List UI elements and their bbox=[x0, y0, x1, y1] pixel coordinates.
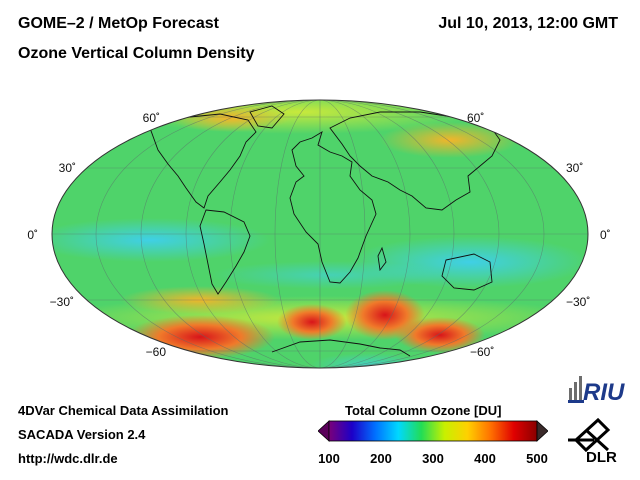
colorbar bbox=[318, 420, 548, 442]
lat-label-left-60: 60˚ bbox=[143, 111, 160, 125]
colorbar-tick-label: 400 bbox=[474, 451, 496, 466]
ozone-field bbox=[52, 100, 588, 368]
europe-africa-coast bbox=[289, 131, 377, 284]
colorbar-right-arrow bbox=[536, 420, 548, 442]
footer-url[interactable]: http://wdc.dlr.de bbox=[18, 451, 118, 466]
riu-logo-text: RIU bbox=[583, 379, 625, 406]
lat-label-right-minus60: −60˚ bbox=[470, 345, 494, 359]
globe-outline bbox=[51, 99, 589, 369]
graticule bbox=[52, 100, 588, 368]
antarctica-coast bbox=[271, 339, 411, 357]
lat-label-left-minus30: −30˚ bbox=[50, 295, 74, 309]
footer-line-1: 4DVar Chemical Data Assimilation bbox=[18, 403, 229, 418]
colorbar-title: Total Column Ozone [DU] bbox=[345, 403, 502, 418]
colorbar-tick-label: 500 bbox=[526, 451, 548, 466]
riu-logo: RIU bbox=[568, 376, 625, 406]
colorbar-left-arrow bbox=[318, 420, 330, 442]
lat-label-left-30: 30˚ bbox=[59, 161, 76, 175]
colorbar-bar bbox=[328, 420, 538, 442]
south-america-coast bbox=[199, 209, 251, 295]
australia-coast bbox=[441, 253, 493, 291]
madagascar-coast bbox=[377, 246, 387, 272]
colorbar-tick-label: 300 bbox=[422, 451, 444, 466]
coastlines bbox=[149, 105, 501, 357]
dlr-logo bbox=[568, 417, 611, 453]
forecast-date: Jul 10, 2013, 12:00 GMT bbox=[438, 15, 618, 32]
asia-coast bbox=[329, 111, 501, 211]
lat-label-left-minus60: −60 bbox=[146, 345, 167, 359]
colorbar-tick-label: 100 bbox=[318, 451, 340, 466]
greenland-coast bbox=[249, 105, 285, 129]
lat-label-right-60: 60˚ bbox=[467, 111, 484, 125]
lat-label-right-0: 0˚ bbox=[600, 228, 611, 242]
north-america-coast bbox=[149, 113, 257, 209]
title-line-2: Ozone Vertical Column Density bbox=[18, 45, 255, 62]
lat-label-left-0: 0˚ bbox=[27, 228, 38, 242]
title-line-1: GOME–2 / MetOp Forecast bbox=[18, 15, 219, 32]
dlr-logo-text: DLR bbox=[586, 449, 617, 466]
lat-label-right-30: 30˚ bbox=[566, 161, 583, 175]
footer-line-2: SACADA Version 2.4 bbox=[18, 427, 146, 442]
lat-label-right-minus30: −30˚ bbox=[566, 295, 590, 309]
colorbar-tick-label: 200 bbox=[370, 451, 392, 466]
